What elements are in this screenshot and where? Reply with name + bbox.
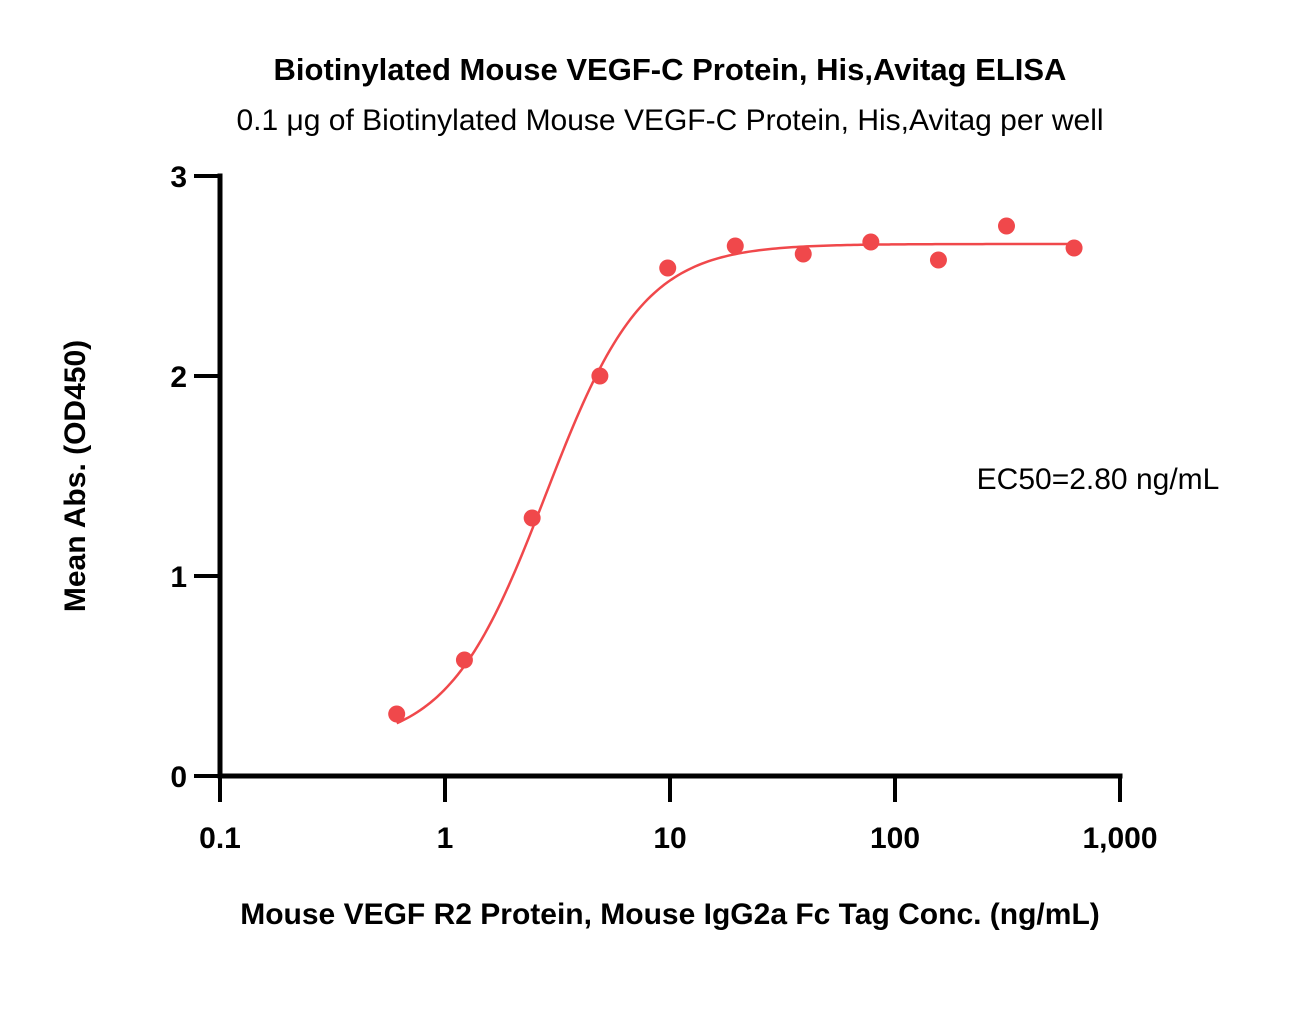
chart-title: Biotinylated Mouse VEGF-C Protein, His,A… (274, 52, 1067, 87)
y-tick-label: 2 (170, 361, 187, 394)
y-tick-label: 3 (170, 161, 187, 194)
x-tick-label: 10 (653, 822, 686, 855)
x-ticks: 0.1 1 10 100 1,000 (199, 776, 1158, 855)
fit-curve (396, 242, 1075, 725)
data-point (997, 217, 1015, 235)
data-point (726, 237, 744, 255)
plot-area: 0 1 2 3 0.1 1 10 100 1,000 (170, 161, 1157, 855)
y-ticks: 0 1 2 3 (170, 161, 220, 794)
y-tick-label: 0 (170, 761, 187, 794)
data-point (591, 367, 609, 385)
x-tick-label: 100 (870, 822, 920, 855)
x-axis-label: Mouse VEGF R2 Protein, Mouse IgG2a Fc Ta… (240, 898, 1100, 931)
data-point (388, 705, 406, 723)
data-point (794, 245, 812, 263)
x-tick-label: 0.1 (199, 822, 241, 855)
chart-subtitle: 0.1 μg of Biotinylated Mouse VEGF-C Prot… (236, 104, 1103, 137)
y-axis-label: Mean Abs. (OD450) (59, 340, 92, 612)
data-point (862, 233, 880, 251)
ec50-annotation: EC50=2.80 ng/mL (977, 463, 1220, 496)
data-point (659, 259, 677, 277)
data-point (455, 651, 473, 669)
data-point (523, 509, 541, 527)
x-tick-label: 1 (437, 822, 454, 855)
x-tick-label: 1,000 (1082, 822, 1157, 855)
data-point (929, 251, 947, 269)
data-point (1065, 239, 1083, 257)
data-points (388, 217, 1083, 723)
y-tick-label: 1 (170, 561, 187, 594)
